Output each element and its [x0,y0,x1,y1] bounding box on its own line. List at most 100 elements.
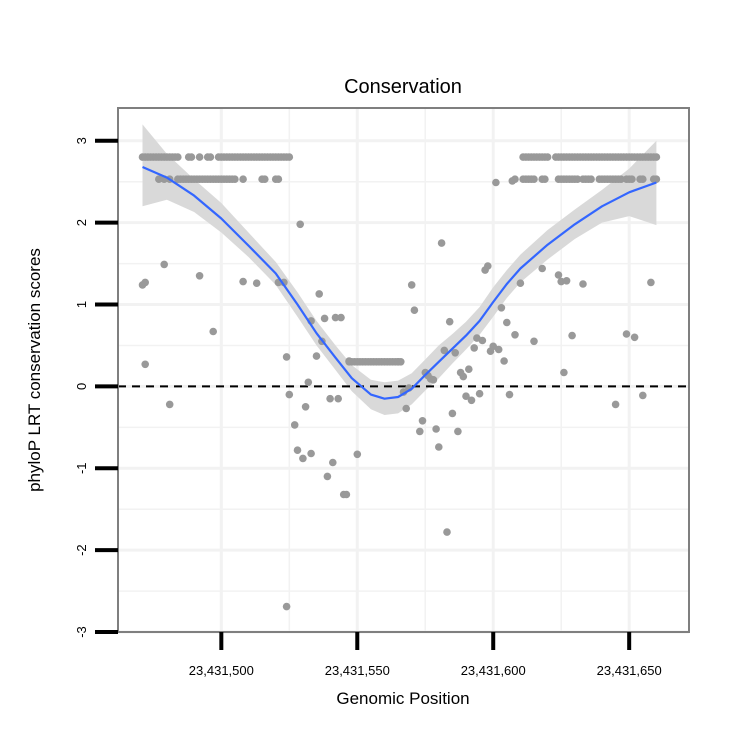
data-point [628,175,636,183]
data-point [165,400,174,409]
data-point [516,279,525,288]
data-point [652,175,661,183]
data-point [511,331,519,339]
data-point [239,175,247,183]
data-point [440,346,449,355]
data-point [451,349,460,357]
data-point [630,333,639,342]
data-point [326,394,334,403]
x-tick-label: 23,431,650 [597,663,662,678]
y-tick-label: 3 [74,137,89,144]
data-point [489,342,498,351]
data-point [252,279,261,288]
data-point [418,417,427,425]
data-point [282,353,291,361]
data-point [459,372,468,381]
data-point [538,264,546,273]
x-tick-label: 23,431,600 [461,663,526,678]
data-point [187,153,196,161]
data-point [617,175,625,183]
data-point [331,313,340,322]
data-point [478,336,487,345]
data-point [334,394,343,403]
data-point [432,425,440,433]
data-point [402,404,411,413]
y-tick-label: -1 [74,462,89,474]
data-point [505,390,514,399]
data-point [337,313,345,322]
data-point [454,427,462,436]
data-point [315,290,324,298]
data-point [410,306,419,315]
data-point [293,446,302,455]
data-point [560,368,568,377]
data-point [285,390,294,399]
data-point [274,175,283,183]
data-point [416,427,424,436]
data-point [530,337,538,346]
data-point [174,153,182,161]
data-point [195,153,204,161]
panel-border [117,107,690,633]
data-point [437,239,446,247]
data-point [155,175,163,183]
data-point [443,528,451,536]
data-point [209,327,217,336]
data-point [285,153,294,161]
chart-title: Conservation [344,76,462,98]
data-point [500,357,508,365]
data-point [492,178,500,187]
data-point [290,421,299,429]
panel-background [118,108,689,632]
data-point [394,358,402,366]
data-point [573,175,582,183]
data-point [587,175,595,183]
y-tick-label: 2 [74,219,89,226]
data-point [407,281,416,289]
data-point [261,175,269,183]
data-point [508,177,517,185]
data-point [562,277,571,285]
data-point [329,458,337,467]
data-point [282,602,291,611]
data-point [541,175,549,183]
x-tick-label: 23,431,500 [189,663,254,678]
data-point [312,352,321,360]
y-axis-title: phyloP LRT conservation scores [25,248,44,492]
data-point [353,450,362,459]
data-point [304,378,313,387]
y-tick-label: 1 [74,301,89,308]
data-point [475,389,484,398]
data-point [639,391,647,400]
data-points [138,153,661,611]
data-point [622,330,631,338]
x-axis: 23,431,500 23,431,550 23,431,600 23,431,650 [189,632,662,678]
data-point [579,280,587,288]
data-point [652,153,661,161]
data-point [543,153,552,161]
data-point [141,278,149,287]
data-point [231,175,239,183]
data-point [494,345,503,354]
data-point [462,392,470,401]
data-point [296,220,305,229]
data-point [611,400,620,409]
data-point [470,344,479,352]
data-point [323,472,332,481]
data-point [342,490,351,499]
y-axis: -3 -2 -1 0 1 2 3 [74,137,118,638]
y-tick-label: -3 [74,626,89,638]
data-point [141,360,149,369]
data-point [206,153,215,161]
data-point [435,443,443,451]
y-tick-label: 0 [74,383,89,390]
data-point [448,409,457,418]
data-point [320,314,329,323]
data-point [429,376,438,384]
data-point [568,331,576,340]
loess-trend-line [142,165,657,400]
data-point [530,175,538,183]
x-tick-label: 23,431,550 [325,663,390,678]
data-point [301,403,310,411]
data-point [484,262,492,270]
